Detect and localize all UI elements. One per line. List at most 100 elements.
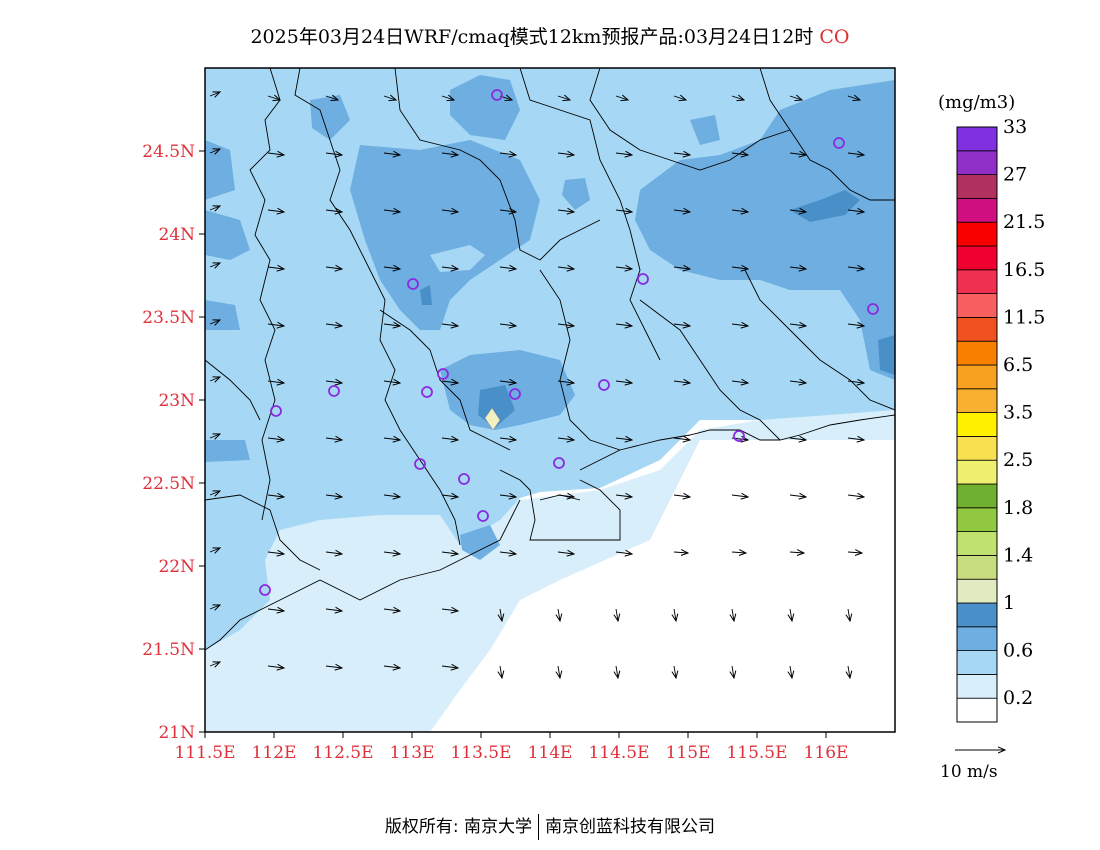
station-marker — [259, 584, 271, 596]
copyright-left: 版权所有: 南京大学 — [384, 817, 533, 837]
lat-tick-label: 24.5N — [142, 142, 195, 162]
lat-tick-label: 23.5N — [142, 308, 195, 328]
wind-arrow — [441, 552, 458, 554]
wind-arrow — [790, 665, 792, 678]
wind-arrow — [441, 96, 454, 100]
wind-arrow — [383, 438, 400, 440]
wind-arrow — [209, 377, 220, 381]
title-text: 2025年03月24日WRF/cmaq模式12km预报产品:03月24日12时 — [250, 26, 814, 48]
wind-arrow — [267, 438, 284, 440]
legend-swatch — [956, 388, 998, 413]
lat-tick-label: 21.5N — [142, 640, 195, 660]
wind-arrow — [499, 438, 516, 440]
legend-label: 6.5 — [1003, 354, 1033, 376]
wind-arrow — [789, 96, 802, 100]
legend-swatch — [956, 150, 998, 176]
wind-arrow — [267, 267, 284, 269]
wind-arrow — [325, 438, 342, 440]
wind-arrow — [673, 267, 690, 269]
station-marker — [509, 388, 521, 400]
wind-arrow — [383, 210, 400, 212]
legend-swatch — [956, 174, 998, 199]
wind-arrow — [673, 96, 686, 100]
wind-arrow — [847, 438, 864, 440]
wind-arrow — [731, 267, 748, 269]
wind-arrow — [789, 381, 806, 383]
wind-arrow — [615, 381, 632, 383]
longitude-axis: 111.5E 112E 112.5E 113E 113.5E 114E 114.5E 115E… — [174, 732, 848, 763]
wind-arrow — [557, 381, 574, 383]
wind-arrow — [441, 153, 458, 155]
lat-tick-label: 21N — [158, 723, 195, 743]
wind-arrow — [615, 552, 632, 554]
wind-arrow — [441, 495, 458, 497]
lon-tick-label: 114E — [528, 743, 573, 763]
wind-arrow — [383, 96, 396, 100]
wind-arrow — [267, 324, 284, 326]
wind-arrow — [731, 324, 748, 326]
legend-swatch — [956, 197, 998, 223]
wind-arrow — [789, 324, 806, 326]
legend-label: 0.2 — [1003, 687, 1033, 709]
wind-arrow — [616, 608, 618, 621]
lon-tick-label: 113E — [390, 743, 435, 763]
wind-arrow — [499, 381, 516, 383]
copyright-right: 南京创蓝科技有限公司 — [545, 817, 716, 837]
wind-arrow — [847, 210, 864, 212]
legend-label: 27 — [1003, 164, 1027, 186]
wind-arrow — [499, 324, 516, 326]
wind-arrow — [209, 662, 220, 666]
wind-arrow — [673, 495, 690, 497]
legend-swatch — [956, 316, 998, 342]
legend-swatch — [956, 364, 998, 390]
legend-label: 21.5 — [1003, 211, 1045, 233]
wind-arrow — [441, 666, 458, 668]
legend-swatch — [956, 531, 998, 556]
wind-arrow — [325, 666, 342, 668]
wind-arrow — [383, 324, 400, 326]
lon-tick-label: 115.5E — [726, 743, 787, 763]
station-marker — [437, 368, 449, 380]
wind-arrow — [673, 153, 690, 155]
legend-swatch — [956, 245, 998, 271]
wind-arrow — [325, 609, 342, 611]
legend-swatch — [956, 697, 998, 723]
wind-arrow — [789, 552, 804, 553]
wind-arrow — [557, 210, 574, 212]
wind-arrow — [847, 552, 862, 553]
wind-arrow — [673, 210, 690, 212]
wind-arrow — [558, 665, 560, 678]
lon-tick-label: 116E — [804, 743, 849, 763]
wind-arrow — [789, 267, 806, 269]
station-marker — [458, 473, 470, 485]
wind-arrow — [325, 153, 342, 155]
legend-label: 1.4 — [1003, 544, 1033, 566]
wind-arrow — [499, 495, 516, 497]
wind-arrow — [847, 153, 864, 155]
wind-arrow — [557, 96, 570, 100]
wind-arrow — [325, 552, 342, 554]
wind-arrow — [848, 608, 850, 621]
wind-arrow — [557, 153, 574, 155]
wind-arrow — [732, 608, 734, 621]
lon-tick-label: 115E — [666, 743, 711, 763]
legend-unit: (mg/m3) — [938, 92, 1016, 113]
latitude-axis: 24.5N 24N 23.5N 23N 22.5N 22N 21.5N 21N — [142, 142, 205, 743]
lat-tick-label: 22.5N — [142, 474, 195, 494]
wind-arrow — [209, 320, 220, 324]
station-marker — [867, 303, 879, 315]
wind-arrow — [500, 608, 502, 621]
wind-arrow — [209, 605, 220, 609]
wind-arrow — [673, 324, 690, 326]
wind-arrow — [267, 210, 284, 212]
color-legend: 0.2 0.6 1 1.4 1.8 2.5 3.5 6.5 11.5 16.5 21.5 27 33 — [956, 116, 1045, 723]
wind-arrow — [848, 665, 850, 678]
lat-tick-label: 24N — [158, 225, 195, 245]
wind-arrow — [615, 324, 632, 326]
wind-arrow — [499, 210, 516, 212]
wind-arrow — [673, 552, 688, 553]
legend-swatch — [956, 674, 998, 699]
wind-arrow — [325, 324, 342, 326]
lon-tick-label: 114.5E — [588, 743, 649, 763]
legend-swatch — [956, 293, 998, 318]
